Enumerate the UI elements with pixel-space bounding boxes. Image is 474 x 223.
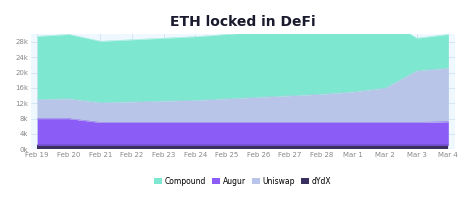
Title: ETH locked in DeFi: ETH locked in DeFi (170, 15, 316, 29)
Legend: Compound, Augur, Uniswap, dYdX: Compound, Augur, Uniswap, dYdX (151, 174, 335, 189)
